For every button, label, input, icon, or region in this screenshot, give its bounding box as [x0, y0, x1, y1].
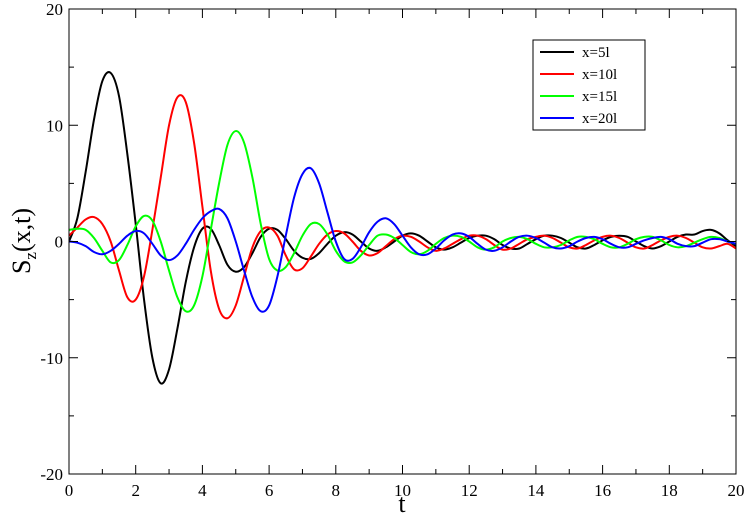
y-tick-label: -10 [40, 349, 63, 368]
legend: x=5l x=10l x=15l x=20l [532, 39, 646, 131]
legend-label: x=5l [582, 45, 610, 61]
x-tick-label: 20 [728, 481, 745, 500]
y-label-main: S [7, 260, 36, 274]
legend-label: x=20l [582, 111, 617, 127]
x-tick-label: 16 [594, 481, 611, 500]
x-tick-label: 0 [65, 481, 74, 500]
x-tick-label: 14 [527, 481, 545, 500]
x-tick-label: 4 [198, 481, 207, 500]
x-tick-label: 12 [461, 481, 478, 500]
plot-area [69, 71, 736, 385]
y-label-rest: (x,t) [7, 208, 36, 252]
series-line [69, 130, 736, 313]
y-tick-label: 0 [55, 233, 64, 252]
y-axis-label: Sz(x,t) [7, 208, 40, 274]
y-tick-label: 10 [46, 116, 63, 135]
legend-box [532, 39, 646, 131]
x-tick-label: 10 [394, 481, 411, 500]
series-line [69, 166, 736, 313]
legend-label: x=15l [582, 89, 617, 105]
y-tick-label: 20 [46, 0, 63, 19]
x-tick-label: 8 [332, 481, 341, 500]
x-tick-label: 18 [661, 481, 678, 500]
legend-label: x=10l [582, 67, 617, 83]
x-axis-label: t [398, 489, 406, 518]
y-label-sub: z [21, 252, 40, 260]
x-tick-label: 2 [131, 481, 140, 500]
y-tick-label: -20 [40, 465, 63, 484]
x-tick-label: 6 [265, 481, 274, 500]
